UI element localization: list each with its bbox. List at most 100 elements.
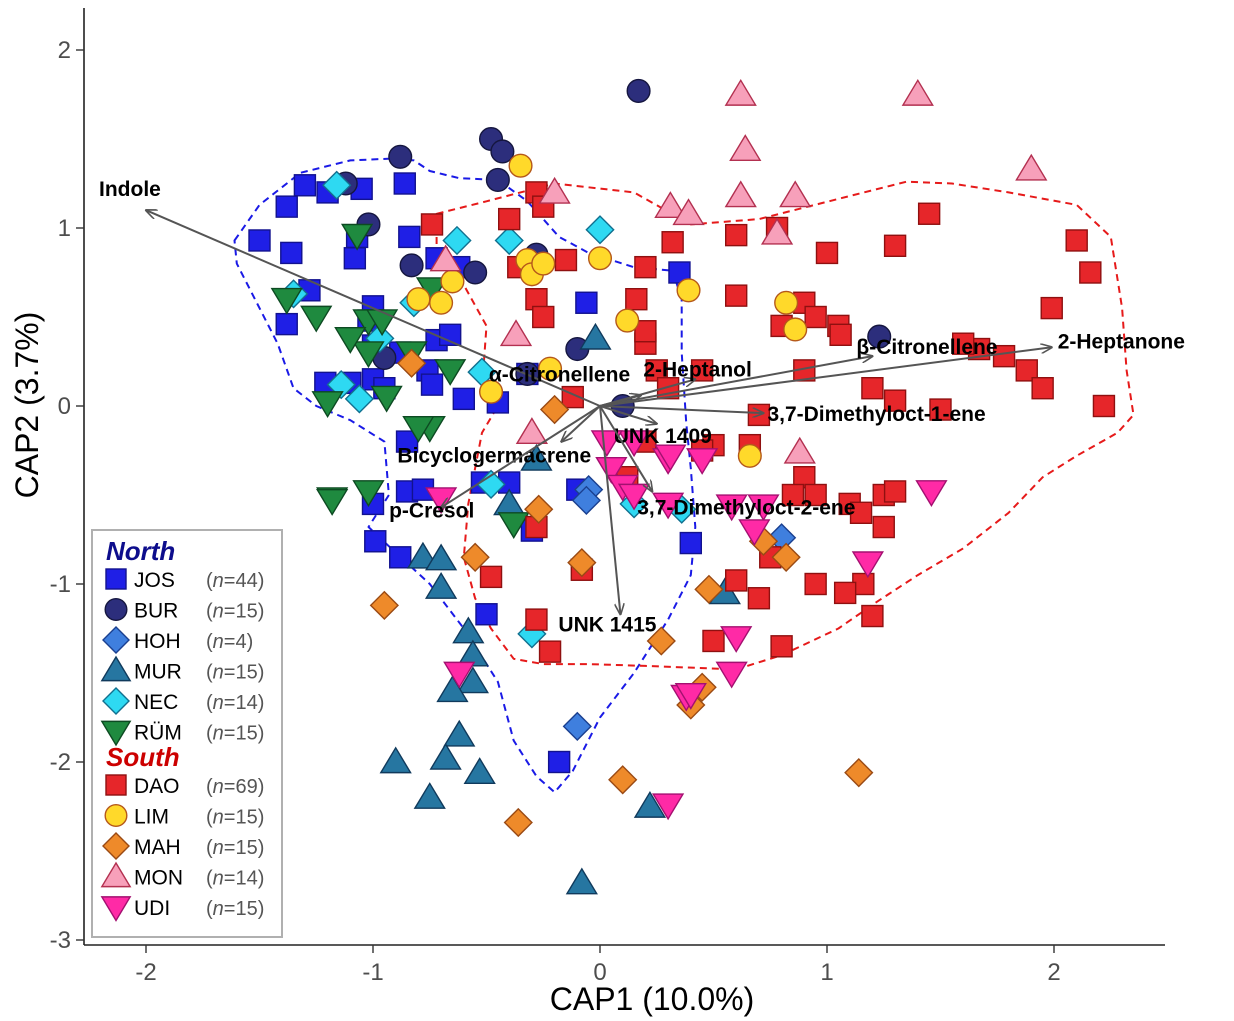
point-hoh [562,711,592,742]
legend-marker-dao [105,774,127,796]
point-dao [690,359,714,382]
point-dao [804,572,827,596]
point-mur [429,742,462,770]
arrow-p-cresol: p-Cresol [389,405,601,522]
point-mur [633,790,667,818]
point-r-m [316,489,349,516]
point-bur [490,139,515,164]
point-nec [476,469,506,499]
arrow-citronellene: α-Citronellene [489,363,641,407]
hull-south [435,180,1135,671]
point-dao [645,359,668,382]
point-r-m [352,341,385,369]
legend-entry-count: (n=69) [206,776,264,798]
point-lim [406,287,431,312]
point-jos [275,312,298,336]
arrow-indole: Indole [99,178,601,407]
point-dao [498,207,521,231]
legend: North JOS (n=44) BUR (n=15) HOH (n=4) MUR (n=15)… [91,529,283,938]
point-dao [770,635,793,658]
point-r-m [311,391,344,418]
point-dao [1065,229,1088,252]
point-udi [674,683,707,710]
point-dao [829,323,852,346]
point-dao [793,466,816,489]
point-bur [463,260,488,285]
point-mur [452,616,485,644]
series-mon [429,78,1048,464]
series-r-m [270,223,530,540]
point-jos [395,430,419,453]
point-jos [398,225,421,249]
arrow-3-7-dimethyloct-2-ene: 3,7-Dimethyloct-2-ene [599,405,855,519]
point-dao [861,377,884,400]
point-jos [343,247,367,270]
arrow-label: 3,7-Dimethyloct-1-ene [767,403,985,426]
y-tick-label: 1 [58,215,71,242]
point-dao [1040,296,1063,320]
point-lim [440,269,465,294]
x-tick-label: 1 [820,959,833,986]
point-dao [861,604,884,628]
point-dao [525,608,548,631]
arrow-citronellene: β-Citronellene [599,336,998,407]
point-udi [715,494,748,522]
point-lim [429,290,454,315]
legend-entry-label: RÜM [134,722,182,745]
point-mah [771,542,801,572]
point-mon [779,180,812,208]
point-bur [485,167,510,192]
arrow-label: p-Cresol [389,499,474,522]
point-mon [499,319,533,347]
point-udi [720,626,753,653]
series-udi [424,430,948,821]
arrow-line [441,405,601,507]
point-dao [781,483,805,507]
point-dao [725,284,748,307]
arrow-line [599,405,652,491]
point-mah [503,807,533,838]
point-jos [248,229,271,252]
y-axis-title-text: CAP2 (3.7%) [9,312,45,499]
x-tick-label: -2 [135,959,156,986]
point-dao [952,332,975,355]
legend-entry-label: JOS [134,569,175,592]
arrow-line [561,405,601,442]
point-mah [567,548,597,578]
y-tick-label: -3 [50,927,71,954]
point-dao [883,480,907,503]
point-nec [344,384,375,414]
hull-north [233,157,697,794]
points-layer [248,78,1116,895]
point-mon [724,180,757,208]
legend-entry-label: MAH [134,836,181,859]
legend-group-title: South [106,742,180,772]
point-lim [774,290,799,315]
legend-marker-mur [100,655,132,682]
legend-entry-count: (n=15) [206,837,264,859]
point-r-m [334,327,367,354]
legend-entry-label: HOH [134,630,181,653]
point-mon [901,78,934,106]
arrow-label: Indole [99,178,161,201]
point-r-m [497,512,530,540]
point-dao [815,241,839,265]
arrow-line [599,347,1052,407]
point-jos [547,750,571,774]
point-mur [424,572,458,599]
point-bur [399,253,424,278]
arrows-layer: Indole 2-Heptanone β-Citronellene 2-Heptano… [99,178,1185,636]
legend-group-title: North [106,536,175,566]
point-r-m [340,223,374,251]
point-jos [420,373,444,396]
point-jos [679,531,702,555]
point-jos [575,291,598,314]
point-r-m [270,287,303,315]
arrow-label: β-Citronellene [856,336,997,359]
point-udi [590,430,623,458]
point-mah [608,765,638,795]
point-dao [872,515,895,539]
y-tick-label: -1 [50,571,71,598]
point-nec [365,323,395,353]
arrow-line [599,356,872,407]
